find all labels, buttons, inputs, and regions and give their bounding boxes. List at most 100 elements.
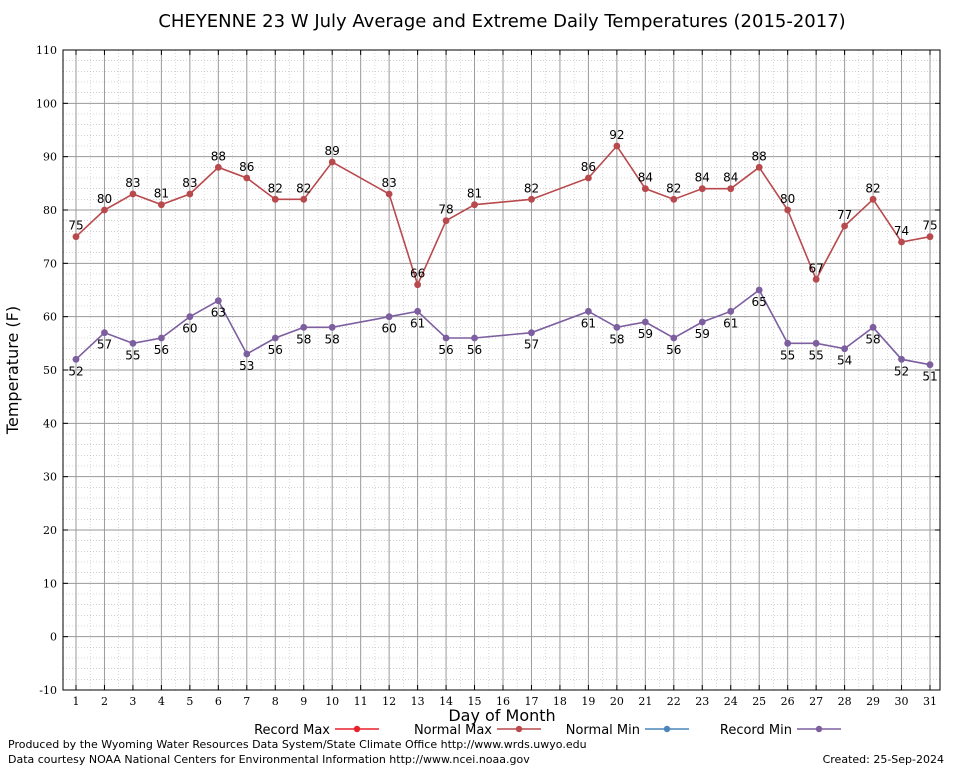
record-max-point <box>755 163 763 171</box>
record-min-data-label: 58 <box>609 332 624 346</box>
x-tick-label: 21 <box>638 695 652 708</box>
record-max-point <box>72 233 80 241</box>
record-max-point <box>812 275 820 283</box>
record-min-data-label: 59 <box>638 327 653 341</box>
record-min-point <box>186 313 194 321</box>
legend-marker-normal-min <box>663 725 671 733</box>
chart-title: CHEYENNE 23 W July Average and Extreme D… <box>158 11 845 32</box>
record-min-data-label: 59 <box>695 327 710 341</box>
record-max-data-label: 84 <box>638 171 653 185</box>
x-tick-label: 8 <box>272 695 279 708</box>
record-max-data-label: 75 <box>922 219 937 233</box>
record-max-point <box>243 174 251 182</box>
record-min-point <box>698 318 706 326</box>
y-tick-label: 40 <box>43 417 57 430</box>
record-max-point <box>784 206 792 214</box>
record-max-data-label: 80 <box>97 192 112 206</box>
x-tick-label: 3 <box>129 695 136 708</box>
record-min-data-label: 63 <box>211 306 226 320</box>
record-max-point <box>641 185 649 193</box>
record-min-data-label: 53 <box>239 359 254 373</box>
record-min-data-label: 56 <box>154 343 169 357</box>
record-min-point <box>641 318 649 326</box>
record-max-point <box>841 222 848 230</box>
record-max-point <box>158 201 165 209</box>
record-max-data-label: 75 <box>68 219 83 233</box>
x-tick-label: 10 <box>325 695 339 708</box>
y-tick-label: 30 <box>43 471 57 484</box>
record-min-data-label: 56 <box>268 343 283 357</box>
record-min-point <box>613 323 621 331</box>
record-min-data-label: 52 <box>894 364 909 378</box>
record-max-point <box>214 163 222 171</box>
record-max-data-label: 92 <box>609 128 624 142</box>
record-min-point <box>926 361 934 369</box>
record-max-data-label: 81 <box>154 187 169 201</box>
x-tick-label: 27 <box>809 695 823 708</box>
x-tick-label: 17 <box>524 695 538 708</box>
x-tick-label: 26 <box>781 695 795 708</box>
legend-label-normal-max: Normal Max <box>414 723 492 738</box>
record-max-data-label: 88 <box>211 149 226 163</box>
record-max-point <box>300 195 308 203</box>
record-min-point <box>585 307 592 315</box>
y-tick-label: 70 <box>43 257 57 270</box>
x-tick-label: 13 <box>411 695 425 708</box>
record-min-data-label: 56 <box>666 343 681 357</box>
x-tick-label: 29 <box>866 695 880 708</box>
record-max-point <box>528 195 535 203</box>
legend-marker-record-max <box>353 725 361 733</box>
record-max-data-label: 67 <box>808 261 823 275</box>
record-min-point <box>101 329 108 337</box>
minor-grid <box>63 50 940 690</box>
record-min-data-label: 65 <box>752 295 767 309</box>
legend-label-normal-min: Normal Min <box>566 723 640 738</box>
footer-data-courtesy: Data courtesy NOAA National Centers for … <box>8 753 530 766</box>
record-min-data-label: 61 <box>581 316 596 330</box>
record-max-point <box>186 190 194 198</box>
record-max-data-label: 88 <box>752 149 767 163</box>
record-min-point <box>727 307 735 315</box>
x-tick-label: 24 <box>724 695 738 708</box>
record-min-data-label: 51 <box>922 370 937 384</box>
x-tick-label: 11 <box>354 695 368 708</box>
record-min-data-label: 57 <box>524 338 539 352</box>
record-max-data-label: 83 <box>182 176 197 190</box>
record-max-data-label: 89 <box>325 144 340 158</box>
y-tick-label: 80 <box>43 204 57 217</box>
record-max-data-label: 77 <box>837 208 852 222</box>
record-max-data-label: 82 <box>524 181 539 195</box>
record-max-point <box>414 281 421 289</box>
record-min-point <box>300 323 308 331</box>
record-max-data-label: 83 <box>125 176 140 190</box>
record-min-data-label: 55 <box>808 348 823 362</box>
x-tick-label: 19 <box>581 695 595 708</box>
record-min-point <box>214 297 222 305</box>
y-tick-label: 0 <box>50 631 57 644</box>
x-tick-label: 31 <box>923 695 937 708</box>
record-min-point <box>670 334 678 342</box>
footer-produced-by: Produced by the Wyoming Water Resources … <box>8 738 587 751</box>
record-min-point <box>158 334 165 342</box>
record-min-point <box>471 334 478 342</box>
record-max-line <box>75 144 931 287</box>
record-max-data-label: 82 <box>296 181 311 195</box>
record-max-point <box>727 185 735 193</box>
x-tick-label: 15 <box>468 695 482 708</box>
x-tick-label: 14 <box>439 695 453 708</box>
y-tick-label: 20 <box>43 524 57 537</box>
legend-marker-record-min <box>815 725 823 733</box>
x-tick-label: 6 <box>215 695 222 708</box>
record-min-data-label: 54 <box>837 354 852 368</box>
x-tick-label: 22 <box>667 695 681 708</box>
x-tick-label: 20 <box>610 695 624 708</box>
record-max-point <box>442 217 450 225</box>
record-max-point <box>926 233 934 241</box>
x-axis-label: Day of Month <box>448 706 555 725</box>
record-max-point <box>101 206 108 214</box>
x-tick-label: 9 <box>300 695 307 708</box>
y-tick-label: 100 <box>36 97 57 110</box>
